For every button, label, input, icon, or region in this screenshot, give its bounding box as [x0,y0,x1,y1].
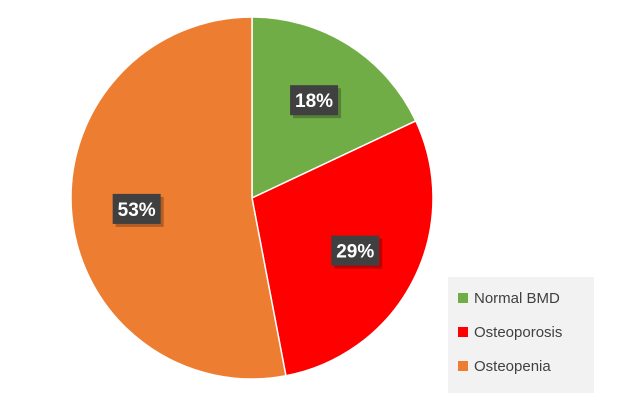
legend-label-normal-bmd: Normal BMD [474,289,560,307]
data-label-box [112,193,161,224]
legend-swatch-normal-bmd [458,293,468,303]
data-labels: 18% 29% 53% [112,85,383,269]
data-label-text: 18% [295,91,333,112]
data-label-text: 29% [336,242,374,263]
data-label-box [290,85,339,116]
data-label-osteoporosis: 29% [331,235,383,269]
data-label-box [331,235,380,266]
data-label-text: 53% [118,200,156,221]
legend-item-osteopenia: Osteopenia [458,357,594,375]
legend-item-osteoporosis: Osteoporosis [458,323,594,341]
data-label-normal-bmd: 18% [290,85,342,119]
data-label-osteopenia: 53% [112,193,164,227]
legend-item-normal-bmd: Normal BMD [458,289,594,307]
legend-swatch-osteopenia [458,361,468,371]
pie-slice-osteopenia [70,16,287,380]
legend-swatch-osteoporosis [458,327,468,337]
legend-label-osteopenia: Osteopenia [474,357,551,375]
chart-legend: Normal BMD Osteoporosis Osteopenia [448,277,594,393]
legend-label-osteoporosis: Osteoporosis [474,323,563,341]
